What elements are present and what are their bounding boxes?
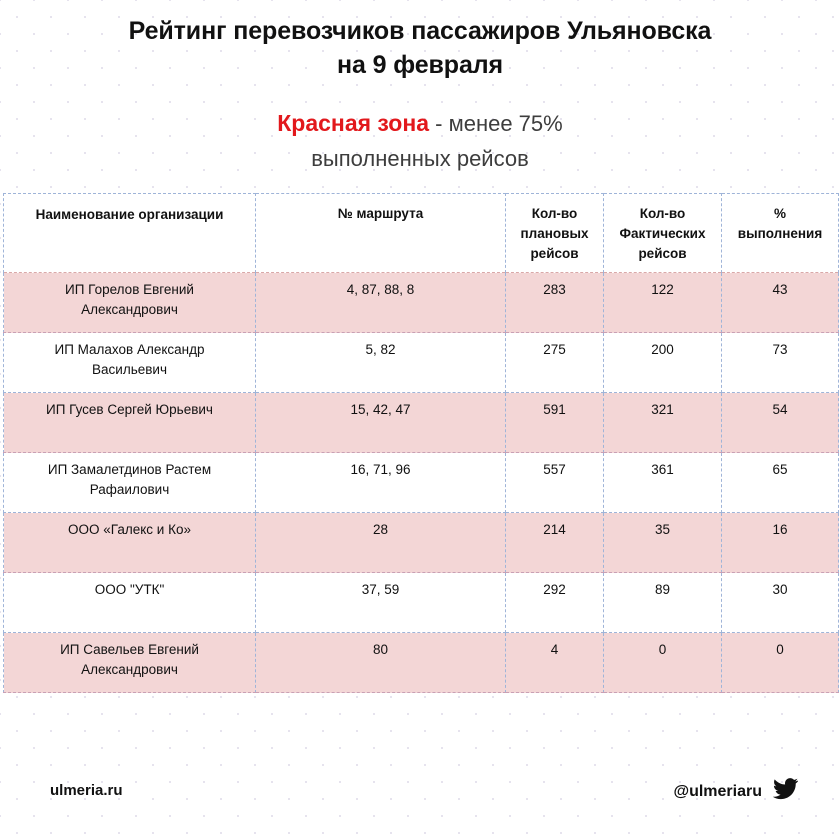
cell-actual: 321 xyxy=(603,392,722,453)
column-header-percent-line-2: выполнения xyxy=(737,226,823,241)
column-header-planned-line-1: Кол-во xyxy=(531,206,578,221)
subtitle-threshold-text: - менее 75% xyxy=(429,111,563,136)
org-name-line-1: ИП Замалетдинов Растем xyxy=(47,462,212,477)
column-header-planned-line-3: рейсов xyxy=(530,246,579,261)
cell-percent: 73 xyxy=(721,332,839,393)
cell-planned: 283 xyxy=(505,272,604,333)
twitter-bird-icon xyxy=(772,778,799,805)
cell-routes: 5, 82 xyxy=(255,332,506,393)
table-row: ООО «Галекс и Ко» 28 214 35 16 xyxy=(3,512,839,573)
cell-organization: ИП Горелов Евгений Александрович xyxy=(3,272,256,333)
org-name-line-2: Рафаилович xyxy=(89,482,170,497)
cell-organization: ООО «Галекс и Ко» xyxy=(3,512,256,573)
table-header-row: Наименование организации № маршрута Кол-… xyxy=(3,193,839,273)
table-header: Наименование организации № маршрута Кол-… xyxy=(3,193,839,273)
cell-actual: 35 xyxy=(603,512,722,573)
cell-routes: 28 xyxy=(255,512,506,573)
cell-planned: 214 xyxy=(505,512,604,573)
column-header-actual: Кол-во Фактических рейсов xyxy=(603,193,722,273)
column-header-actual-line-3: рейсов xyxy=(638,246,687,261)
table-row: ИП Малахов Александр Васильевич 5, 82 27… xyxy=(3,332,839,393)
table-row: ИП Горелов Евгений Александрович 4, 87, … xyxy=(3,272,839,333)
cell-routes: 16, 71, 96 xyxy=(255,452,506,513)
red-zone-label: Красная зона xyxy=(277,110,430,136)
cell-percent: 54 xyxy=(721,392,839,453)
org-name-line-2: Александрович xyxy=(81,662,178,677)
site-url-label[interactable]: ulmeria.ru xyxy=(50,782,123,799)
subtitle-line-2: выполненных рейсов xyxy=(311,146,529,171)
cell-percent: 30 xyxy=(721,572,839,633)
org-name-line-1: ИП Малахов Александр xyxy=(54,342,205,357)
cell-planned: 4 xyxy=(505,632,604,693)
column-header-route: № маршрута xyxy=(255,193,506,273)
column-header-planned-line-2: плановых xyxy=(520,226,589,241)
column-header-actual-line-2: Фактических xyxy=(619,226,706,241)
column-header-planned: Кол-во плановых рейсов xyxy=(505,193,604,273)
cell-percent: 0 xyxy=(721,632,839,693)
cell-organization: ИП Замалетдинов Растем Рафаилович xyxy=(3,452,256,513)
cell-routes: 80 xyxy=(255,632,506,693)
cell-planned: 557 xyxy=(505,452,604,513)
twitter-credit[interactable]: @ulmeriaru xyxy=(673,778,799,805)
cell-planned: 275 xyxy=(505,332,604,393)
column-header-percent: % выполнения xyxy=(721,193,839,273)
footer: ulmeria.ru @ulmeriaru xyxy=(0,760,840,840)
cell-percent: 43 xyxy=(721,272,839,333)
table-row: ИП Савельев Евгений Александрович 80 4 0… xyxy=(3,632,839,693)
column-header-actual-line-1: Кол-во xyxy=(639,206,686,221)
org-name-line-1: ИП Горелов Евгений xyxy=(65,282,194,297)
cell-routes: 15, 42, 47 xyxy=(255,392,506,453)
table-body: ИП Горелов Евгений Александрович 4, 87, … xyxy=(3,272,839,693)
table-row: ООО "УТК" 37, 59 292 89 30 xyxy=(3,572,839,633)
cell-percent: 65 xyxy=(721,452,839,513)
carriers-table-container: Наименование организации № маршрута Кол-… xyxy=(3,193,839,693)
org-name-line-2: Александрович xyxy=(81,302,178,317)
carriers-table: Наименование организации № маршрута Кол-… xyxy=(3,193,839,693)
table-row: ИП Замалетдинов Растем Рафаилович 16, 71… xyxy=(3,452,839,513)
cell-organization: ИП Малахов Александр Васильевич xyxy=(3,332,256,393)
cell-actual: 122 xyxy=(603,272,722,333)
org-name-line-1: ИП Савельев Евгений xyxy=(60,642,199,657)
cell-actual: 0 xyxy=(603,632,722,693)
cell-organization: ООО "УТК" xyxy=(3,572,256,633)
cell-actual: 200 xyxy=(603,332,722,393)
twitter-handle-label[interactable]: @ulmeriaru xyxy=(673,782,762,800)
org-name-line-2: Васильевич xyxy=(92,362,167,377)
table-row: ИП Гусев Сергей Юрьевич 15, 42, 47 591 3… xyxy=(3,392,839,453)
cell-organization: ИП Гусев Сергей Юрьевич xyxy=(3,392,256,453)
cell-planned: 292 xyxy=(505,572,604,633)
cell-actual: 89 xyxy=(603,572,722,633)
cell-actual: 361 xyxy=(603,452,722,513)
cell-planned: 591 xyxy=(505,392,604,453)
cell-routes: 4, 87, 88, 8 xyxy=(255,272,506,333)
page-subtitle: Красная зона - менее 75% выполненных рей… xyxy=(0,106,840,176)
cell-routes: 37, 59 xyxy=(255,572,506,633)
title-line-2: на 9 февраля xyxy=(336,51,504,79)
cell-organization: ИП Савельев Евгений Александрович xyxy=(3,632,256,693)
column-header-organization: Наименование организации xyxy=(3,193,256,273)
subtitle-line-1: Красная зона - менее 75% xyxy=(0,106,840,141)
page-title: Рейтинг перевозчиков пассажиров Ульяновс… xyxy=(0,14,840,82)
cell-percent: 16 xyxy=(721,512,839,573)
column-header-percent-line-1: % xyxy=(773,206,786,221)
title-line-1: Рейтинг перевозчиков пассажиров Ульяновс… xyxy=(128,17,712,45)
